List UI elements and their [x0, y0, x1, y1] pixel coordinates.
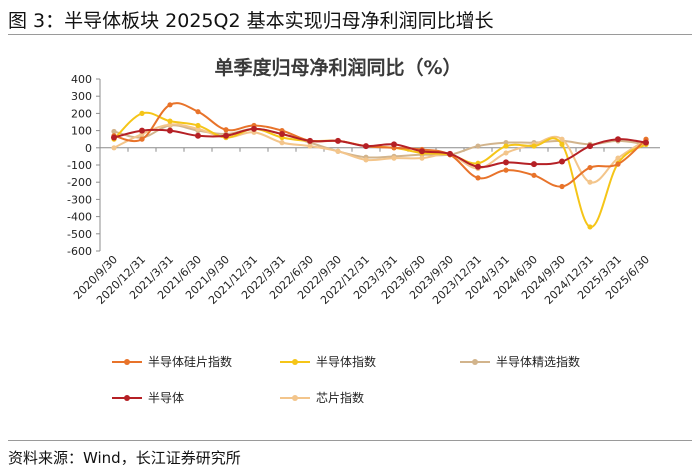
- legend-item-3: 半导体: [112, 391, 184, 405]
- series-3-point-17: [587, 143, 593, 150]
- legend-swatch-marker: [292, 359, 298, 365]
- y-tick-label: -200: [67, 176, 92, 189]
- series-0-point-17: [587, 164, 593, 171]
- series-1-point-14: [503, 143, 509, 149]
- series-3-point-19: [643, 139, 649, 146]
- y-tick-label: -600: [67, 245, 92, 258]
- legend-swatch-marker: [292, 395, 298, 401]
- series-3-point-2: [167, 127, 173, 134]
- series-4-point-9: [363, 157, 369, 163]
- legend-label: 半导体指数: [316, 354, 376, 369]
- legend-swatch-marker: [124, 359, 130, 365]
- series-0-point-2: [167, 102, 173, 108]
- y-tick-label: 0: [85, 142, 92, 155]
- series-1-point-17: [587, 224, 593, 230]
- series-3-point-9: [363, 143, 369, 150]
- series-3-point-12: [447, 150, 453, 157]
- series-3-point-11: [419, 148, 425, 155]
- series-3-point-13: [475, 163, 481, 170]
- series-0-point-14: [503, 167, 509, 173]
- series-3-point-15: [531, 161, 537, 168]
- legend-swatch-marker: [124, 395, 130, 401]
- y-tick-label: -300: [67, 193, 92, 206]
- series-4-point-16: [559, 136, 565, 142]
- series-1-point-16: [559, 141, 565, 147]
- series-1-point-3: [195, 122, 201, 129]
- chart-title: 单季度归母净利润同比（%）: [214, 56, 461, 79]
- series-3-point-16: [559, 158, 565, 165]
- y-tick-label: -100: [67, 159, 92, 172]
- y-tick-label: -400: [67, 211, 92, 224]
- series-2-point-0: [111, 128, 117, 135]
- series-3-point-7: [307, 137, 313, 144]
- series-3-point-6: [279, 131, 285, 138]
- series-0-point-16: [559, 183, 565, 190]
- y-tick-label: 200: [71, 107, 92, 120]
- bottom-rule: [8, 440, 692, 441]
- series-0-point-1: [139, 136, 145, 142]
- legend-item-1: 半导体指数: [280, 354, 376, 369]
- series-3-point-0: [111, 134, 117, 141]
- series-3-point-10: [391, 141, 397, 148]
- series-3-point-5: [251, 125, 257, 132]
- series-0-point-3: [195, 109, 201, 115]
- y-tick-label: -500: [67, 228, 92, 241]
- axes: 4003002001000-100-200-300-400-500-600202…: [67, 73, 660, 307]
- series-4-point-7: [307, 143, 313, 149]
- series-3-point-18: [615, 136, 621, 143]
- series-3-point-4: [223, 132, 229, 139]
- series-4-point-6: [279, 140, 285, 146]
- series-3-point-14: [503, 159, 509, 166]
- series-4-point-14: [503, 150, 509, 156]
- series-3-point-1: [139, 127, 145, 134]
- series-3-point-3: [195, 132, 201, 139]
- top-rule: [8, 34, 692, 35]
- y-tick-label: 400: [71, 73, 92, 86]
- series-1-point-15: [531, 143, 537, 149]
- series-1-point-1: [139, 110, 145, 116]
- legend-label: 半导体精选指数: [496, 354, 580, 369]
- source-note: 资料来源：Wind，长江证券研究所: [8, 449, 241, 467]
- series-layer: [111, 102, 649, 230]
- series-4-point-0: [111, 145, 117, 151]
- series-0-point-18: [615, 161, 621, 167]
- legend-label: 芯片指数: [316, 390, 364, 405]
- series-0-point-4: [223, 127, 229, 133]
- legend-label: 半导体: [148, 391, 184, 405]
- series-0-point-13: [475, 175, 481, 181]
- legend-item-4: 芯片指数: [280, 390, 364, 405]
- series-4-point-11: [419, 155, 425, 161]
- series-0-point-15: [531, 172, 537, 178]
- legend-label: 半导体硅片指数: [148, 354, 232, 369]
- series-1-point-2: [167, 118, 173, 124]
- series-4-point-10: [391, 155, 397, 161]
- series-3-point-8: [335, 137, 341, 144]
- y-tick-label: 300: [71, 90, 92, 103]
- line-chart: 单季度归母净利润同比（%） 400 300 200 100 0 -100 -200 -300 -…: [67, 56, 660, 405]
- figure-title: 图 3：半导体板块 2025Q2 基本实现归母净利润同比增长: [8, 10, 494, 32]
- legend-item-0: 半导体硅片指数: [112, 354, 232, 369]
- series-4-point-18: [615, 155, 621, 161]
- legend-item-2: 半导体精选指数: [460, 354, 580, 369]
- y-tick-label: 100: [71, 125, 92, 138]
- legend-swatch-marker: [472, 359, 478, 365]
- series-4-point-8: [335, 148, 341, 154]
- series-2-point-13: [475, 143, 481, 149]
- series-4-point-17: [587, 179, 593, 185]
